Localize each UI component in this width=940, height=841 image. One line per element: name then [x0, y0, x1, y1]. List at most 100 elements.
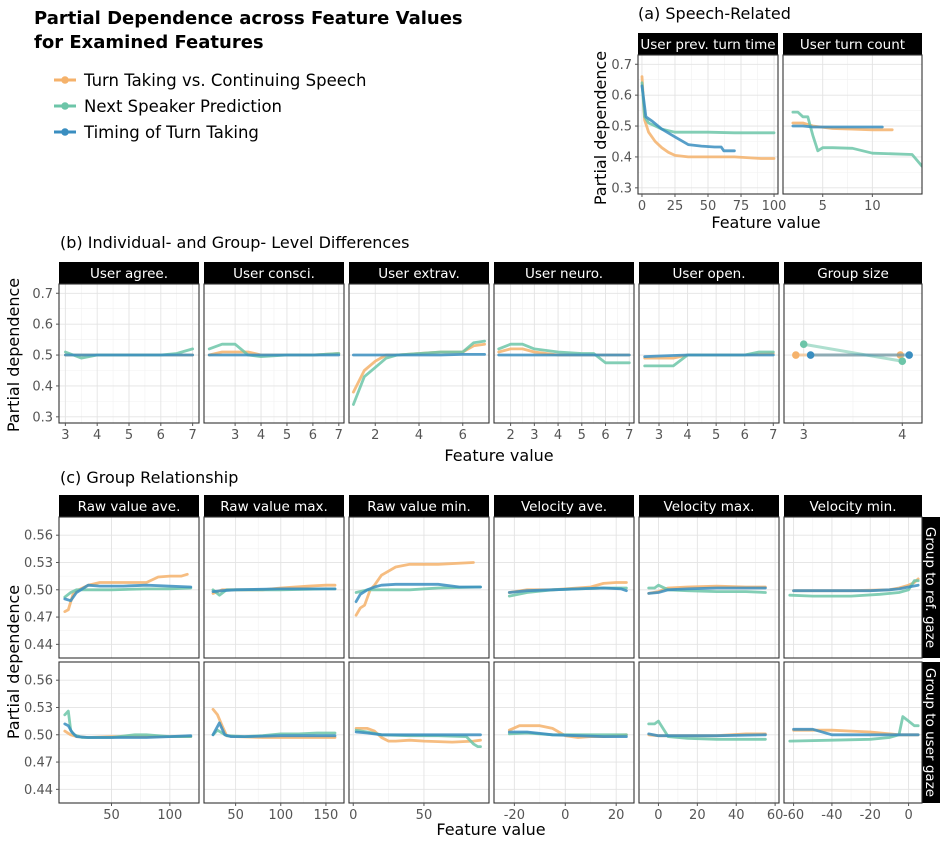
series-timing-of-turn-taking-line — [792, 583, 920, 593]
series-timing-of-turn-taking-line — [63, 583, 193, 603]
x-tick-label: 0 — [904, 808, 912, 823]
y-tick-label: 0.7 — [32, 287, 53, 302]
facet-raw-value-min-group-to-ref-gaze — [348, 516, 490, 659]
panel-series — [788, 577, 920, 598]
facet-strip — [494, 495, 634, 517]
series-next-speaker-prediction-line — [803, 342, 903, 363]
facet-raw-value-max-group-to-ref-gaze — [203, 516, 345, 659]
y-tick-label: 0.5 — [611, 120, 632, 135]
facet-strip — [204, 495, 344, 517]
panel-border — [348, 516, 490, 659]
x-tick-label: 3 — [231, 428, 239, 443]
panel-border — [783, 661, 923, 804]
panel-series — [211, 707, 337, 739]
x-tick-label: 4 — [554, 428, 562, 443]
y-tick-label: 0.3 — [32, 410, 53, 425]
facet-strip-label: Velocity max. — [664, 499, 755, 515]
x-tick-label: 0 — [638, 199, 646, 214]
facet-user-open: User open. 3 4 5 6 7 — [638, 262, 780, 443]
y-tick-label: 0.50 — [24, 728, 53, 743]
x-tick-label: -20 — [504, 808, 525, 823]
series-next-speaker-prediction-line — [640, 81, 776, 135]
facet-row-strip-label: Group to ref. gaze — [922, 527, 938, 648]
series-next-speaker-prediction-point — [898, 357, 907, 366]
facet-strip-label: Velocity ave. — [521, 499, 607, 515]
x-tick-label: 2 — [371, 428, 379, 443]
x-tick-label: 100 — [157, 808, 182, 823]
x-tick-label: 4 — [257, 428, 265, 443]
facet-strip — [639, 495, 779, 517]
section-b-title: (b) Individual- and Group- Level Differe… — [60, 233, 409, 252]
facet-strip — [494, 262, 634, 284]
x-tick-label: 100 — [268, 808, 293, 823]
panel-series — [647, 719, 767, 741]
series-turn-taking-vs-continuing-speech-line — [354, 727, 482, 744]
panel-series — [207, 342, 341, 358]
x-tick-label: -20 — [860, 808, 881, 823]
facet-strip-label: User neuro. — [525, 266, 603, 282]
facet-strip-raw-value-max: Raw value max. — [204, 495, 344, 517]
legend-swatch-dot — [61, 102, 69, 110]
panel-border — [493, 661, 635, 804]
facet-strip-label: Group size — [817, 266, 889, 282]
x-tick-label: 5 — [283, 428, 291, 443]
x-tick-label: 3 — [61, 428, 69, 443]
y-tick-label: 0.44 — [24, 783, 53, 798]
x-tick-label: 20 — [689, 808, 706, 823]
section-a-xlabel: Feature value — [711, 213, 820, 232]
series-timing-of-turn-taking-line — [507, 586, 628, 594]
facet-strip-label: User turn count — [800, 37, 905, 53]
y-tick-label: 0.6 — [32, 318, 53, 333]
facet-user-consci: User consci. 3 4 5 6 7 — [203, 262, 345, 443]
y-tick-label: 0.53 — [24, 556, 53, 571]
panel-border — [638, 661, 780, 804]
facet-velocity-min-group-to-ref-gaze — [783, 516, 923, 659]
series-next-speaker-prediction-line — [497, 342, 631, 365]
panel-border — [58, 516, 200, 659]
y-tick-label: 0.44 — [24, 638, 53, 653]
facet-velocity-ave-group-to-user-gaze: -20 0 20 — [493, 661, 635, 823]
x-tick-label: 6 — [459, 428, 467, 443]
facet-row-strip — [922, 517, 940, 658]
panel-series — [792, 340, 913, 366]
y-tick-label: 0.56 — [24, 529, 53, 544]
facet-user-neuro: User neuro. 2 3 4 5 6 7 — [493, 262, 635, 443]
x-tick-label: 4 — [93, 428, 101, 443]
row-strip-group-to-ref-gaze: Group to ref. gaze — [922, 517, 940, 658]
series-timing-of-turn-taking-line — [640, 84, 736, 153]
panel-border — [348, 661, 490, 804]
series-turn-taking-vs-continuing-speech-line — [354, 561, 475, 617]
x-tick-label: 3 — [655, 428, 663, 443]
x-tick-label: 0 — [561, 808, 569, 823]
x-tick-label: 6 — [309, 428, 317, 443]
y-tick-label: 0.4 — [32, 379, 53, 394]
x-tick-label: -60 — [783, 808, 804, 823]
series-next-speaker-prediction-point — [799, 340, 808, 349]
panel-series — [211, 583, 337, 597]
facet-strip — [349, 262, 489, 284]
series-timing-of-turn-taking-line — [791, 124, 884, 129]
facet-strip — [784, 262, 922, 284]
facet-velocity-max-group-to-user-gaze: 0 20 40 60 — [638, 661, 784, 823]
section-a-ylabel: Partial dependence — [591, 51, 610, 205]
facet-group-size: Group size 3 4 — [783, 262, 923, 443]
section-c-ylabel: Partial dependence — [4, 585, 23, 739]
series-timing-of-turn-taking-point — [806, 351, 815, 359]
facet-velocity-ave-group-to-ref-gaze — [493, 516, 635, 659]
x-tick-label: 4 — [415, 428, 423, 443]
x-tick-label: 150 — [314, 808, 339, 823]
row-strip-group-to-user-gaze: Group to user gaze — [922, 662, 940, 803]
panel-series — [647, 583, 767, 595]
legend-swatch-dot — [61, 128, 69, 136]
x-tick-label: 60 — [767, 808, 784, 823]
panel-border — [638, 516, 780, 659]
facet-strip — [59, 495, 199, 517]
facet-strip-label: Velocity min. — [810, 499, 897, 515]
panel-border — [783, 283, 923, 424]
y-tick-label: 0.47 — [24, 611, 53, 626]
facet-strip-label: User extrav. — [378, 266, 459, 282]
y-tick-label: 0.50 — [24, 583, 53, 598]
legend: Turn Taking vs. Continuing Speech Next S… — [54, 71, 366, 142]
panel-series — [788, 715, 920, 743]
x-tick-label: 25 — [667, 199, 684, 214]
